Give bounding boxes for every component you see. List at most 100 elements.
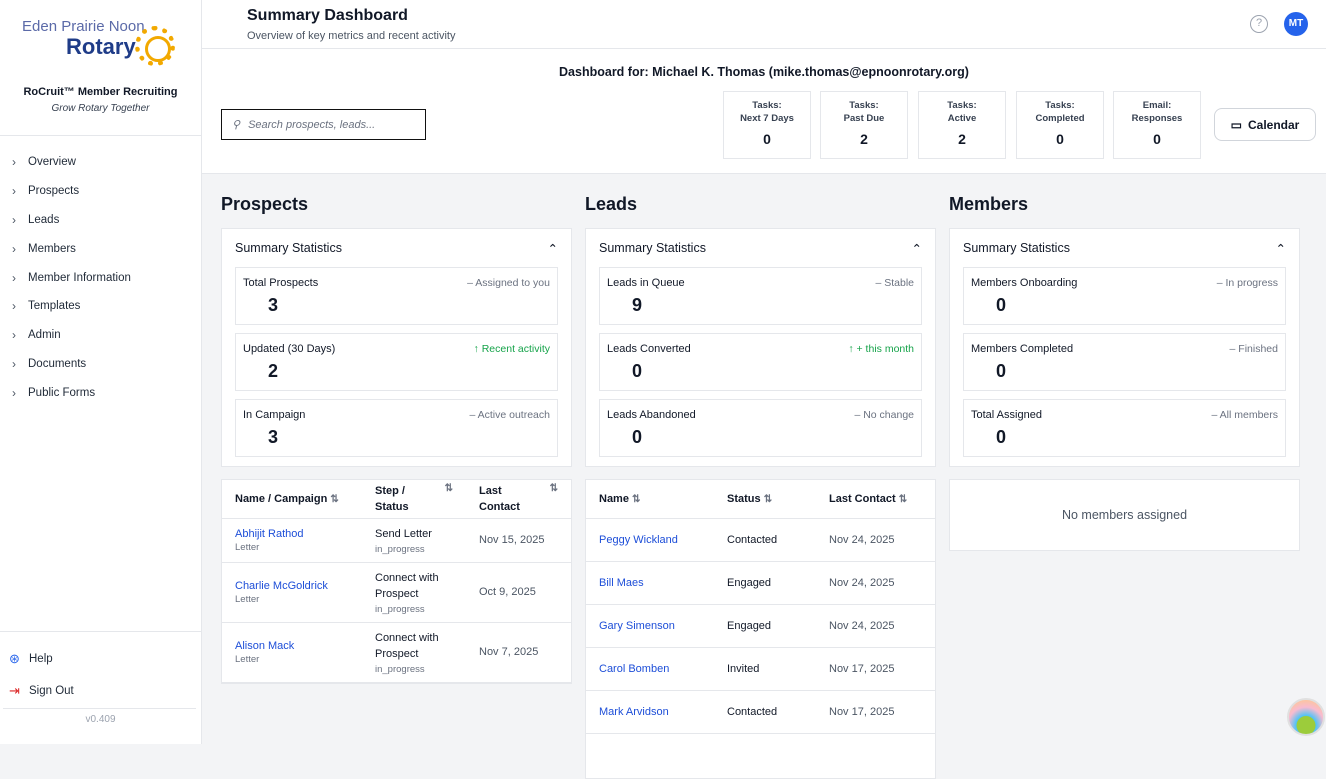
- table-row[interactable]: Mark Arvidson Contacted Nov 17, 2025: [586, 690, 935, 734]
- campaign: Letter: [235, 653, 260, 665]
- island-assistant-icon[interactable]: [1287, 698, 1325, 736]
- prospects-table: Name / Campaign ⇅ ⇅ Step / Status ⇅ Last Con…: [221, 479, 572, 684]
- divider: [0, 631, 201, 632]
- lead-name-link[interactable]: Gary Simenson: [586, 604, 714, 648]
- chevron-up-icon[interactable]: ⌃: [1275, 241, 1286, 256]
- chevron-up-icon[interactable]: ⌃: [911, 241, 922, 256]
- lead-name-link[interactable]: Peggy Wickland: [586, 518, 714, 562]
- sidebar-item-admin[interactable]: › Admin: [0, 321, 201, 350]
- sort-icon[interactable]: ⇅: [763, 493, 773, 505]
- sort-icon[interactable]: ⇅: [632, 493, 641, 505]
- tile-tasks-next-7-days[interactable]: Tasks: Next 7 Days 0: [723, 91, 811, 159]
- table-row[interactable]: Gary Simenson Engaged Nov 24, 2025: [586, 604, 935, 648]
- avatar[interactable]: MT: [1284, 12, 1308, 36]
- help-icon[interactable]: ?: [1250, 15, 1268, 33]
- sidebar-item-member-information[interactable]: › Member Information: [0, 263, 201, 292]
- header: Summary Dashboard Overview of key metric…: [202, 0, 1326, 49]
- prospect-name-link[interactable]: Abhijit Rathod: [235, 527, 304, 540]
- table-row[interactable]: Peggy Wickland Contacted Nov 24, 2025: [586, 518, 935, 562]
- column-header[interactable]: ⇅ Step / Status: [362, 480, 466, 519]
- search-icon: ⚲: [232, 119, 241, 131]
- prospects-title: Prospects: [221, 194, 309, 214]
- stat-trend: – In progress: [1216, 277, 1278, 289]
- sort-icon[interactable]: ⇅: [444, 482, 453, 494]
- sidebar-item-prospects[interactable]: › Prospects: [0, 177, 201, 206]
- tile-tasks-past-due[interactable]: Tasks: Past Due 2: [820, 91, 908, 159]
- search-input[interactable]: ⚲ Search prospects, leads...: [221, 109, 426, 140]
- column-header[interactable]: Name / Campaign ⇅: [222, 480, 362, 519]
- summary-header[interactable]: Summary Statistics ⌃: [586, 229, 935, 267]
- stat-value: 0: [632, 427, 643, 447]
- logo-top-text: Eden Prairie Noon: [22, 18, 145, 35]
- summary-header[interactable]: Summary Statistics ⌃: [222, 229, 571, 267]
- step: Connect with Prospect: [375, 571, 439, 600]
- column-header[interactable]: Last Contact ⇅: [816, 480, 935, 519]
- chevron-up-icon[interactable]: ⌃: [547, 241, 558, 256]
- sort-icon[interactable]: ⇅: [549, 482, 558, 494]
- calendar-label: Calendar: [1247, 117, 1300, 132]
- stat-label: In Campaign: [243, 409, 306, 421]
- status: Engaged: [714, 561, 816, 605]
- tile-label: Active: [947, 113, 977, 124]
- chevron-right-icon: ›: [12, 356, 16, 371]
- stat-value: 9: [632, 295, 643, 315]
- rotary-wheel-icon: [135, 26, 175, 66]
- calendar-button[interactable]: ▭ Calendar: [1214, 108, 1316, 141]
- sidebar-item-leads[interactable]: › Leads: [0, 206, 201, 235]
- campaign: Letter: [235, 593, 260, 605]
- chevron-right-icon: ›: [12, 270, 16, 285]
- table-row[interactable]: Bill Maes Engaged Nov 24, 2025: [586, 561, 935, 605]
- lifebuoy-icon: ⊛: [9, 651, 20, 666]
- rotary-logo[interactable]: Eden Prairie Noon Rotary: [22, 18, 182, 74]
- chevron-right-icon: ›: [12, 212, 16, 227]
- sort-icon[interactable]: ⇅: [898, 493, 908, 505]
- sign-out-link[interactable]: ⇥ Sign Out: [9, 683, 74, 699]
- tile-label: Tasks:: [1045, 100, 1075, 111]
- column-header[interactable]: Status ⇅: [714, 480, 816, 519]
- tile-value: 2: [958, 131, 966, 147]
- version: v0.409: [85, 714, 116, 725]
- tile-label: Completed: [1035, 113, 1085, 124]
- lead-name-link[interactable]: Mark Arvidson: [586, 690, 714, 734]
- step: Send Letter: [375, 527, 432, 540]
- tile-email-responses[interactable]: Email: Responses 0: [1113, 91, 1201, 159]
- tile-label: Tasks:: [947, 100, 977, 111]
- prospect-name-link[interactable]: Charlie McGoldrick: [235, 579, 328, 592]
- help-label: Help: [29, 653, 53, 665]
- tile-label: Responses: [1131, 113, 1183, 124]
- column-header[interactable]: Name ⇅: [586, 480, 714, 519]
- sidebar-item-public-forms[interactable]: › Public Forms: [0, 378, 201, 407]
- tile-tasks-completed[interactable]: Tasks: Completed 0: [1016, 91, 1104, 159]
- help-link[interactable]: ⊛ Help: [9, 651, 53, 667]
- sidebar-item-documents[interactable]: › Documents: [0, 350, 201, 379]
- sidebar-item-members[interactable]: › Members: [0, 234, 201, 263]
- prospects-column: Prospects Summary Statistics ⌃ Total Pros…: [221, 194, 572, 684]
- last-contact: Nov 15, 2025: [466, 518, 571, 563]
- table-row[interactable]: Carol Bomben Invited Nov 17, 2025: [586, 647, 935, 691]
- sort-icon[interactable]: ⇅: [330, 493, 339, 505]
- stat-trend: ↑ Recent activity: [473, 343, 550, 355]
- column-header[interactable]: ⇅ Last Contact: [466, 480, 571, 519]
- sidebar-item-label: Public Forms: [28, 386, 96, 399]
- card-title: Summary Statistics: [963, 241, 1070, 255]
- stat-trend: – Assigned to you: [467, 277, 550, 289]
- lead-name-link[interactable]: Bill Maes: [586, 561, 714, 605]
- prospect-name-link[interactable]: Alison Mack: [235, 639, 295, 652]
- last-contact: Nov 24, 2025: [816, 604, 935, 648]
- sidebar-item-overview[interactable]: › Overview: [0, 148, 201, 177]
- stat-value: 3: [268, 427, 279, 447]
- sidebar-item-templates[interactable]: › Templates: [0, 292, 201, 321]
- members-summary-card: Summary Statistics ⌃ Members Onboarding – …: [949, 228, 1300, 467]
- last-contact: Nov 17, 2025: [816, 647, 935, 691]
- table-row[interactable]: Alison Mack Letter Connect with Prospect in…: [222, 622, 571, 683]
- summary-header[interactable]: Summary Statistics ⌃: [950, 229, 1299, 267]
- tile-tasks-active[interactable]: Tasks: Active 2: [918, 91, 1006, 159]
- stat-total-prospects: Total Prospects – Assigned to you 3: [235, 267, 558, 325]
- column-label: Last Contact: [479, 484, 520, 513]
- chevron-right-icon: ›: [12, 328, 16, 343]
- table-row[interactable]: Abhijit Rathod Letter Send Letter in_progre…: [222, 518, 571, 563]
- table-row[interactable]: Charlie McGoldrick Letter Connect with Pro…: [222, 562, 571, 623]
- lead-name-link[interactable]: Carol Bomben: [586, 647, 714, 691]
- sidebar-item-label: Overview: [28, 156, 76, 169]
- divider: [3, 708, 196, 709]
